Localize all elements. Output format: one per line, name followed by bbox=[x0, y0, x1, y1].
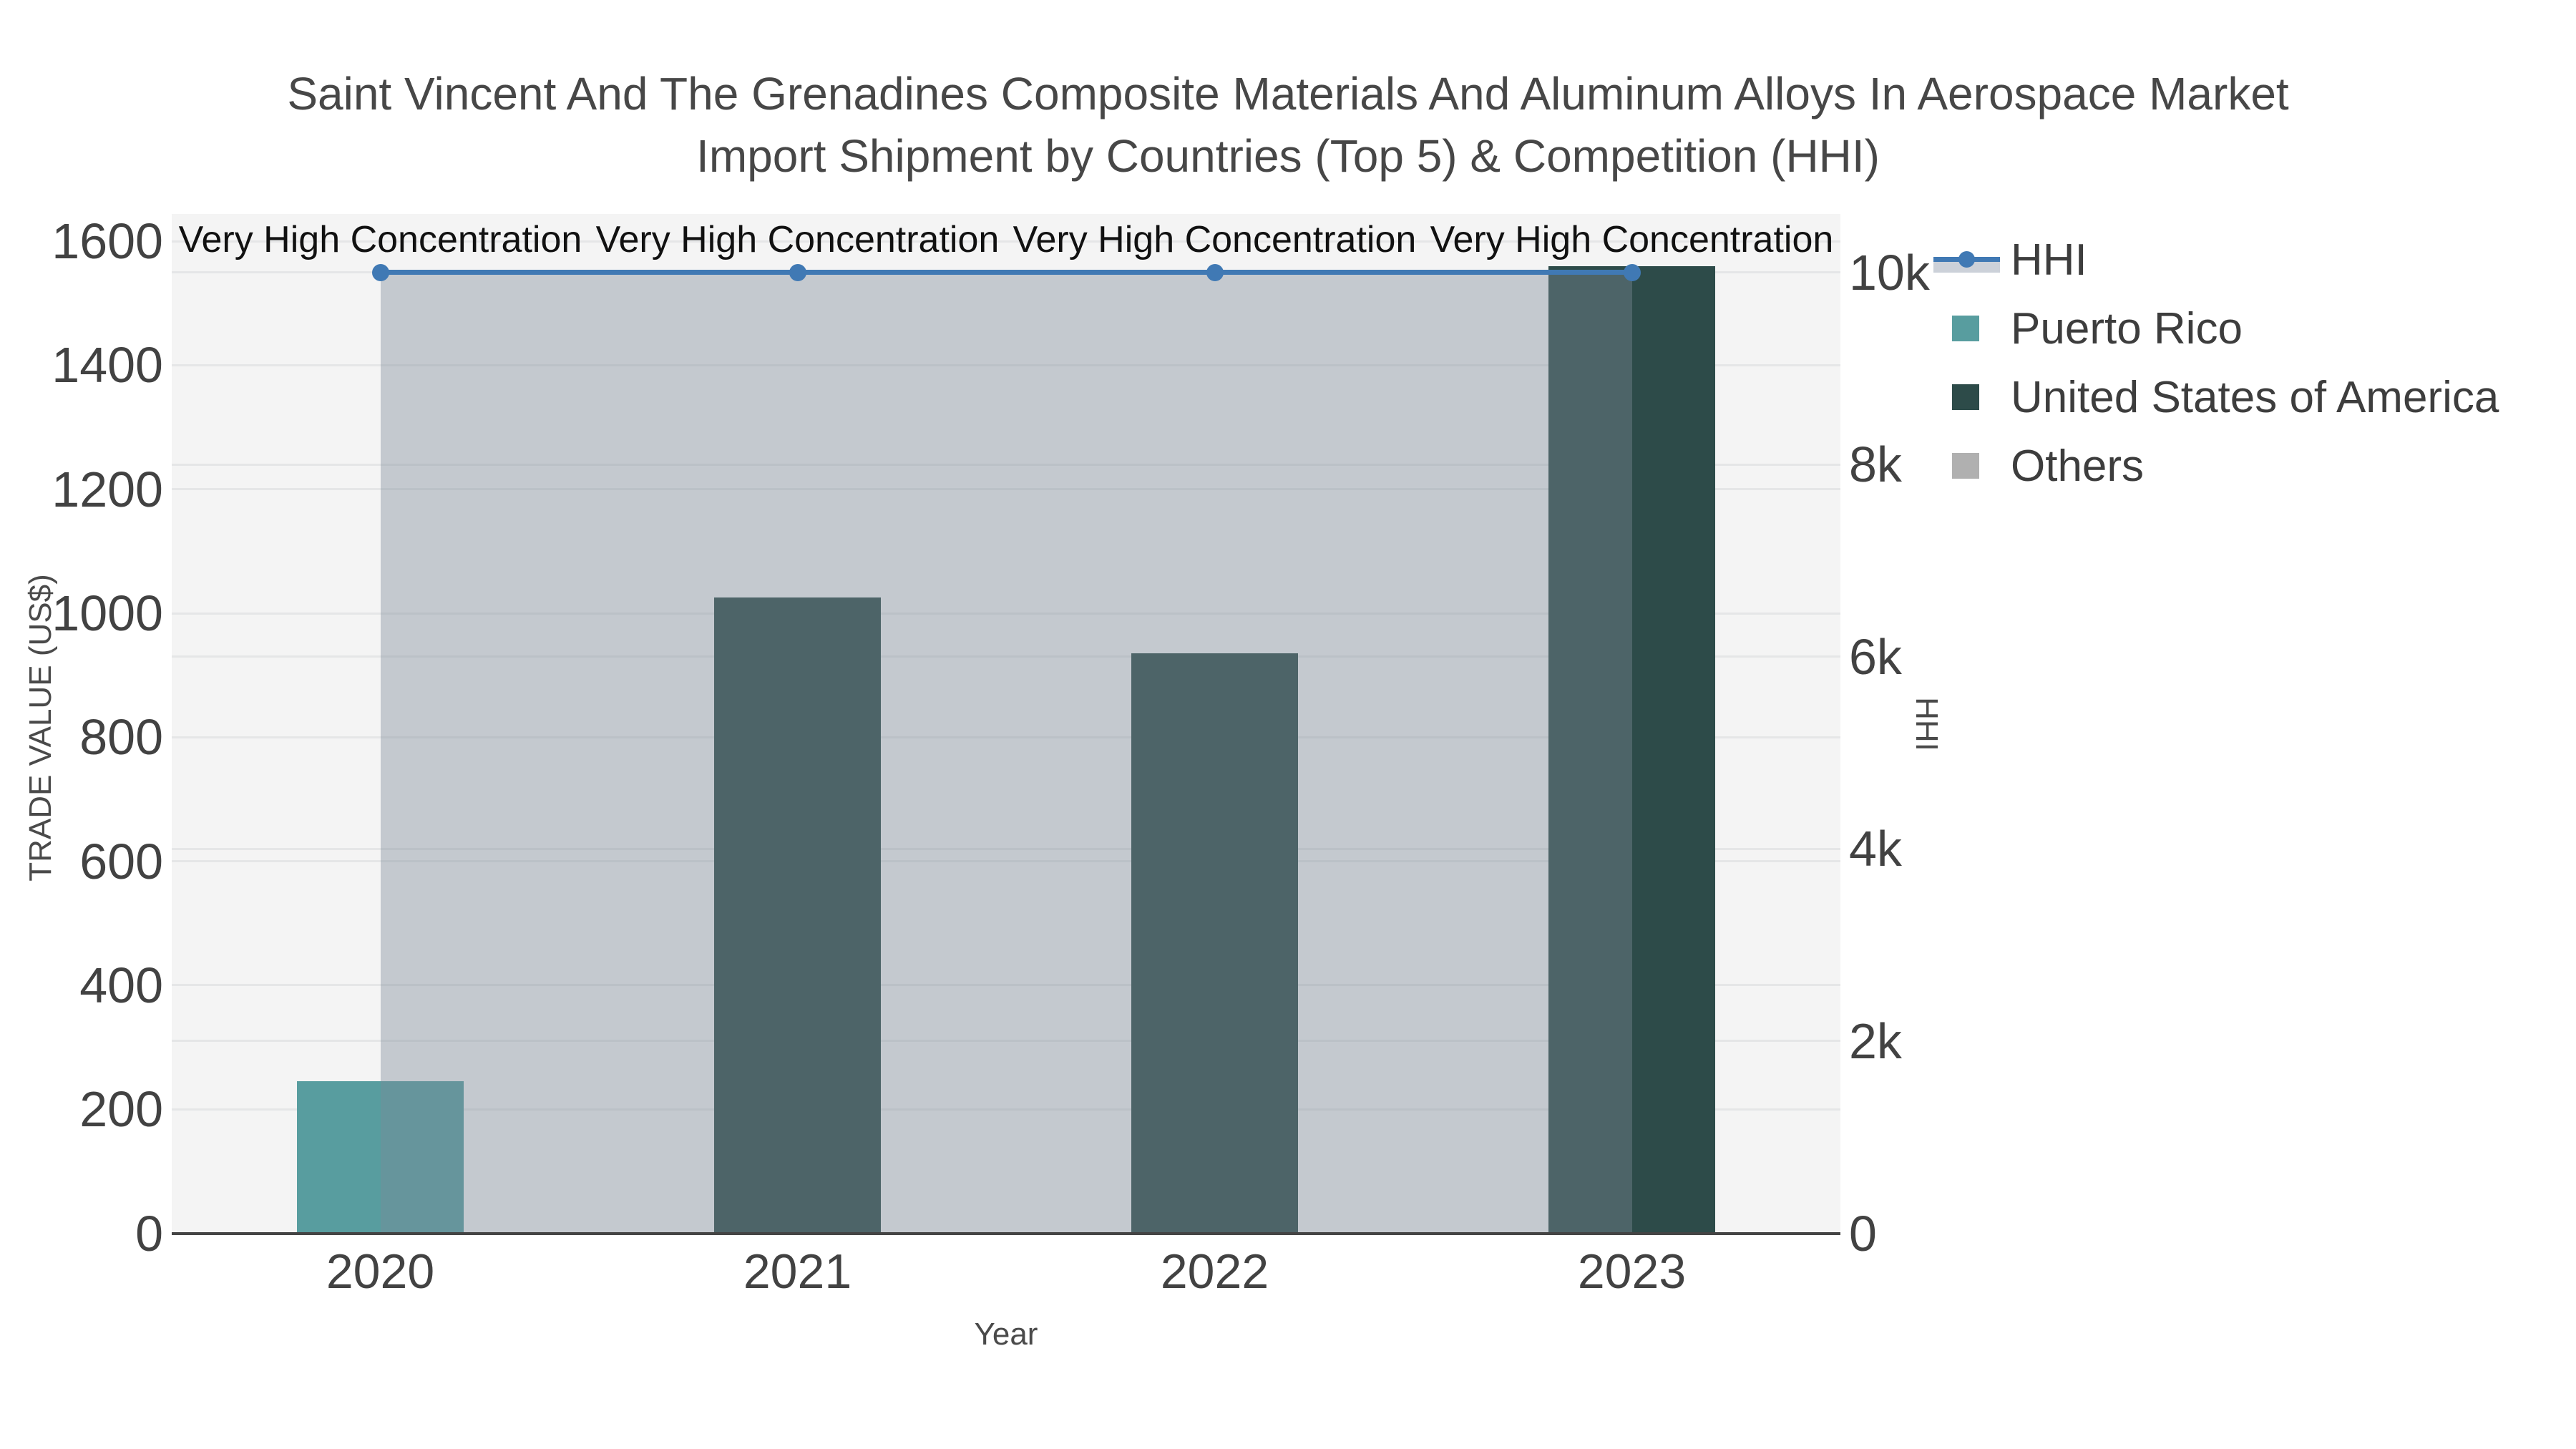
annotation-2021: Very High Concentration bbox=[595, 218, 1000, 260]
gridline-left-600 bbox=[172, 860, 1840, 863]
chart-title: Saint Vincent And The Grenadines Composi… bbox=[0, 63, 2576, 187]
bar-united-states-of-america-2021[interactable] bbox=[714, 597, 881, 1234]
right-tick-8k: 8k bbox=[1849, 436, 1902, 493]
gridline-left-1200 bbox=[172, 488, 1840, 491]
x-tick-2021[interactable]: 2021 bbox=[743, 1244, 852, 1299]
chart-title-line1: Saint Vincent And The Grenadines Composi… bbox=[287, 68, 2289, 119]
right-tick-6k: 6k bbox=[1849, 628, 1902, 685]
x-tick-2023[interactable]: 2023 bbox=[1577, 1244, 1687, 1299]
hhi-marker-2023[interactable] bbox=[1623, 263, 1641, 281]
left-tick-400: 400 bbox=[79, 957, 163, 1013]
left-tick-1600: 1600 bbox=[52, 213, 163, 270]
right-tick-0: 0 bbox=[1849, 1205, 1877, 1262]
legend-label: United States of America bbox=[2011, 372, 2499, 422]
left-tick-1400: 1400 bbox=[52, 337, 163, 394]
hhi-line-marker-icon bbox=[1933, 225, 2000, 294]
usa-swatch-icon bbox=[1952, 384, 1979, 410]
left-axis-title: TRADE VALUE (US$) bbox=[23, 574, 58, 882]
x-axis-line bbox=[172, 1231, 1840, 1235]
annotation-2023: Very High Concentration bbox=[1430, 218, 1834, 260]
chart-title-line2: Import Shipment by Countries (Top 5) & C… bbox=[696, 130, 1880, 182]
gridline-right-4000 bbox=[172, 847, 1840, 850]
left-tick-200: 200 bbox=[79, 1081, 163, 1138]
hhi-line[interactable] bbox=[380, 270, 1632, 275]
legend-label: Others bbox=[2011, 441, 2145, 491]
left-tick-1000: 1000 bbox=[52, 585, 163, 642]
bar-united-states-of-america-2023[interactable] bbox=[1548, 265, 1715, 1234]
legend-label: HHI bbox=[2011, 235, 2087, 285]
gridline-left-400 bbox=[172, 984, 1840, 987]
gridline-left-800 bbox=[172, 736, 1840, 738]
gridline-right-8000 bbox=[172, 463, 1840, 466]
gridline-left-1000 bbox=[172, 612, 1840, 615]
legend-item-hhi[interactable]: HHI bbox=[1933, 225, 2499, 294]
gridline-right-2000 bbox=[172, 1040, 1840, 1043]
hhi-marker-2022[interactable] bbox=[1206, 263, 1224, 281]
hhi-marker-2021[interactable] bbox=[789, 263, 806, 281]
puerto-rico-swatch-icon bbox=[1952, 316, 1979, 341]
right-axis-title: HHI bbox=[1909, 697, 1944, 751]
legend: HHI Puerto Rico United States of America… bbox=[1933, 225, 2499, 500]
legend-item-usa[interactable]: United States of America bbox=[1933, 363, 2499, 431]
left-tick-1200: 1200 bbox=[52, 461, 163, 517]
hhi-marker-icon bbox=[1958, 251, 1975, 268]
gridline-left-1600 bbox=[172, 240, 1840, 243]
annotation-2020: Very High Concentration bbox=[178, 218, 582, 260]
gridline-left-200 bbox=[172, 1108, 1840, 1111]
left-tick-600: 600 bbox=[79, 833, 163, 889]
x-axis-title: Year bbox=[974, 1317, 1038, 1352]
gridline-left-1400 bbox=[172, 364, 1840, 366]
x-tick-2020[interactable]: 2020 bbox=[326, 1244, 435, 1299]
right-tick-10k: 10k bbox=[1849, 244, 1930, 301]
right-tick-4k: 4k bbox=[1849, 821, 1902, 877]
annotation-2022: Very High Concentration bbox=[1013, 218, 1417, 260]
legend-label: Puerto Rico bbox=[2011, 303, 2243, 353]
hhi-area-fill bbox=[380, 272, 1632, 1234]
gridline-right-6000 bbox=[172, 655, 1840, 658]
legend-item-puerto-rico[interactable]: Puerto Rico bbox=[1933, 294, 2499, 363]
bar-united-states-of-america-2022[interactable] bbox=[1131, 653, 1298, 1234]
left-tick-800: 800 bbox=[79, 709, 163, 766]
hhi-marker-2020[interactable] bbox=[371, 263, 389, 281]
x-tick-2022[interactable]: 2022 bbox=[1160, 1244, 1269, 1299]
left-tick-0: 0 bbox=[135, 1205, 163, 1262]
right-tick-2k: 2k bbox=[1849, 1013, 1902, 1069]
legend-item-others[interactable]: Others bbox=[1933, 431, 2499, 500]
bar-puerto-rico-2020[interactable] bbox=[297, 1081, 464, 1234]
others-swatch-icon bbox=[1952, 453, 1979, 479]
